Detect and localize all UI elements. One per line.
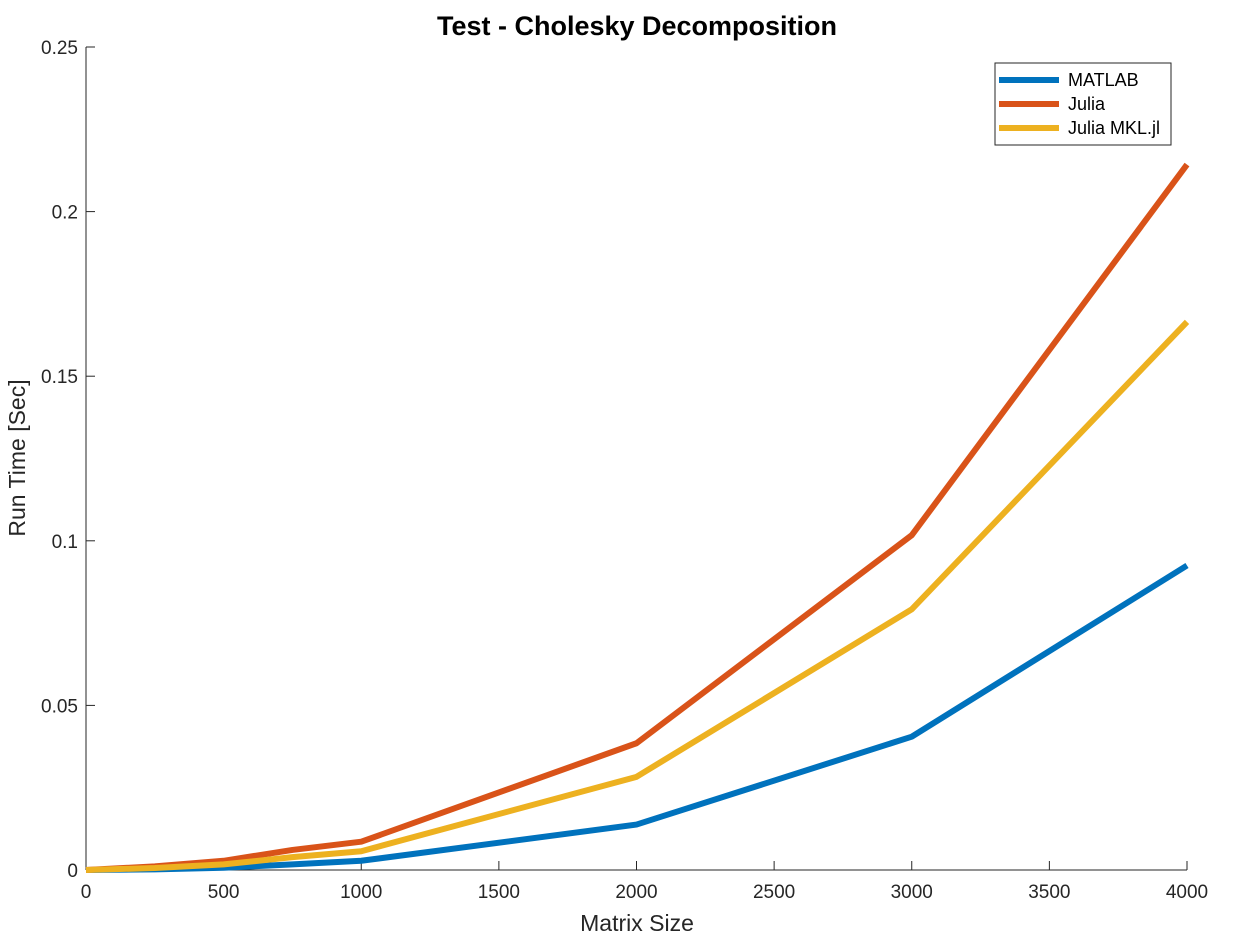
legend: MATLAB Julia Julia MKL.jl [994, 62, 1172, 146]
x-tick-label: 2000 [615, 882, 657, 903]
x-tick-label: 2500 [753, 882, 795, 903]
x-tick-label: 500 [208, 882, 240, 903]
series-line-julia-mkl-jl [85, 319, 1190, 873]
x-tick-label: 3500 [1028, 882, 1070, 903]
legend-label: Julia [1068, 94, 1106, 114]
y-tick-label: 0.15 [41, 367, 78, 388]
plot-area [86, 47, 1187, 870]
x-tick-label: 3000 [891, 882, 933, 903]
x-tick-label: 0 [81, 882, 92, 903]
x-axis-label: Matrix Size [580, 910, 694, 936]
legend-label: MATLAB [1068, 70, 1139, 90]
y-tick-label: 0.25 [41, 38, 78, 59]
x-tick-label: 1500 [478, 882, 520, 903]
y-tick-label: 0 [67, 861, 78, 882]
x-tick-label: 4000 [1166, 882, 1208, 903]
y-axis-label: Run Time [Sec] [4, 379, 30, 536]
x-tick-label: 1000 [340, 882, 382, 903]
y-tick-label: 0.1 [52, 532, 78, 553]
chart-title: Test - Cholesky Decomposition [437, 11, 837, 41]
series-lines [85, 162, 1190, 873]
legend-label: Julia MKL.jl [1068, 118, 1160, 138]
y-tick-label: 0.05 [41, 696, 78, 717]
y-tick-label: 0.2 [52, 203, 78, 224]
